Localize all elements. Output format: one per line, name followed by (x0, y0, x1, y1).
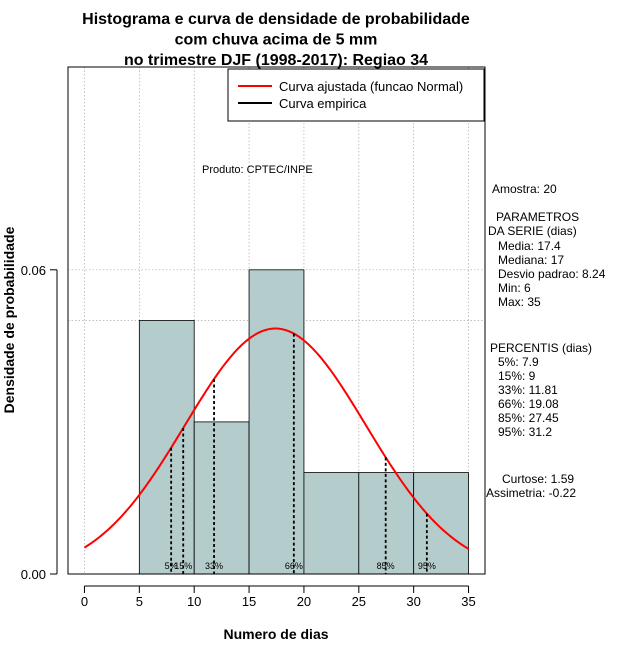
stat-median: Mediana: 17 (498, 253, 565, 267)
plot-frame (67, 66, 486, 575)
x-axis-label: Numero de dias (223, 626, 328, 642)
percentile-label: 66% (285, 561, 303, 571)
stat-p66: 66%: 19.08 (498, 397, 559, 411)
histogram-bar (248, 269, 305, 575)
percentile-label: 33% (205, 561, 223, 571)
histogram-bar (413, 472, 469, 575)
x-tick-label: 0 (81, 594, 88, 609)
x-tick-label: 30 (406, 594, 420, 609)
y-axis-label: Densidade de probabilidade (1, 226, 17, 413)
normal-curve-line (83, 327, 470, 550)
histogram-bar (193, 421, 250, 575)
stat-min: Min: 6 (498, 281, 531, 295)
sample-size: Amostra: 20 (492, 182, 557, 196)
params-subheader: DA SERIE (dias) (488, 224, 577, 238)
stat-p33: 33%: 11.81 (498, 383, 558, 397)
legend-label: Curva ajustada (funcao Normal) (279, 79, 463, 94)
product-annotation: Produto: CPTEC/INPE (202, 164, 313, 176)
percentile-label: 95% (418, 561, 436, 571)
histogram-bar (138, 320, 195, 575)
stat-p85: 85%: 27.45 (498, 411, 559, 425)
stat-mean: Media: 17.4 (498, 239, 561, 253)
x-tick-label: 20 (297, 594, 311, 609)
chart-title-line: com chuva acima de 5 mm (175, 32, 378, 49)
legend-box (227, 68, 485, 122)
x-tick-label: 10 (187, 594, 201, 609)
percentile-label: 85% (377, 561, 395, 571)
chart-title-line: no trimestre DJF (1998-2017): Regiao 34 (124, 52, 428, 69)
x-tick-label: 5 (136, 594, 143, 609)
stat-p5: 5%: 7.9 (498, 355, 539, 369)
histogram-bar (303, 472, 360, 575)
stat-kurtosis: Curtose: 1.59 (502, 472, 575, 486)
stat-p15: 15%: 9 (498, 369, 536, 383)
x-tick-label: 35 (461, 594, 475, 609)
x-tick-label: 25 (352, 594, 366, 609)
params-header: PARAMETROS (496, 210, 580, 224)
legend-label: Curva empirica (279, 96, 367, 111)
percentile-label: 5% (165, 561, 178, 571)
stat-skewness: Assimetria: -0.22 (486, 486, 577, 500)
x-tick-label: 15 (242, 594, 256, 609)
percentile-label: 15% (174, 561, 192, 571)
y-tick-label: 0.06 (21, 263, 46, 278)
chart-title-line: Histograma e curva de densidade de proba… (82, 11, 470, 28)
stat-p95: 95%: 31.2 (498, 425, 553, 439)
stat-stddev: Desvio padrao: 8.24 (498, 267, 606, 281)
percentiles-header: PERCENTIS (dias) (490, 341, 593, 355)
stat-max: Max: 35 (498, 295, 541, 309)
y-tick-label: 0.00 (21, 567, 46, 582)
